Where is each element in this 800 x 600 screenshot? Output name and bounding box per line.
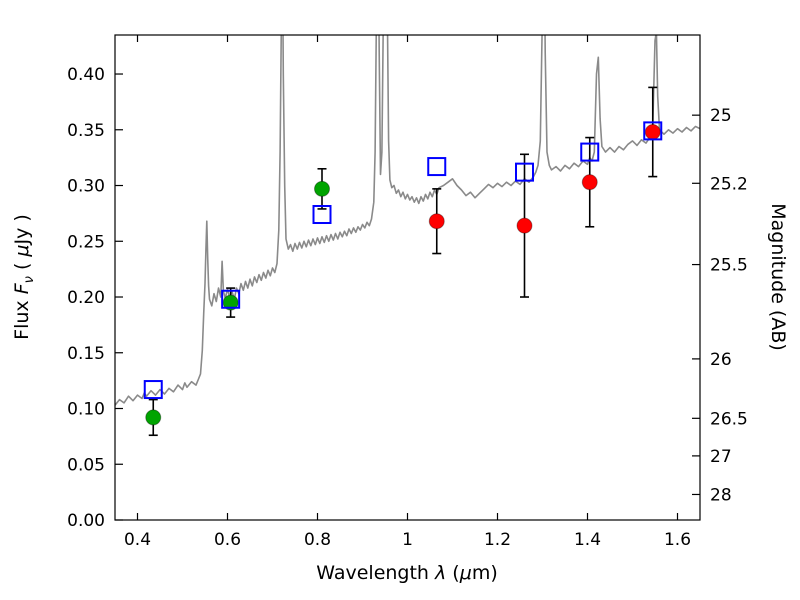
x-tick-label: 1.6 (664, 530, 691, 550)
axis-labels-layer: Wavelength λ (μm) Flux Fν ( μJy ) Magnit… (11, 203, 789, 584)
y-tick-label: 0.20 (67, 288, 105, 308)
y-axis-label: Flux Fν ( μJy ) (11, 214, 37, 340)
model-photometry-marker (312, 205, 332, 225)
axes-layer: 0.4 0.6 0.8 1 1.2 1.4 1.6 0.00 0.05 0.10 0.15 0.20 0… (67, 34, 748, 550)
red-photometry-marker (581, 174, 598, 191)
y2-tick-label: 25.2 (710, 174, 748, 194)
y-tick-label: 0.00 (67, 511, 105, 531)
green-photometry-marker (314, 180, 330, 197)
y2-tick-label: 26.5 (710, 409, 748, 429)
y-tick-label: 0.10 (67, 400, 105, 420)
model-photometry-marker (515, 162, 534, 182)
y-tick-label: 0.30 (67, 177, 105, 197)
model-photometry-marker (221, 289, 241, 309)
x-axis-label: Wavelength λ (μm) (316, 562, 497, 584)
y2-tick-label: 26 (710, 350, 732, 370)
red-photometry-marker (516, 217, 533, 234)
y-tick-label: 0.35 (67, 121, 105, 141)
y-tick-label: 0.05 (67, 455, 105, 475)
y2-tick-label: 28 (710, 485, 732, 505)
green-photometry-marker (145, 409, 162, 426)
model-photometry-marker (643, 121, 663, 141)
y2-axis-label: Magnitude (AB) (767, 203, 789, 351)
model-photometry-marker (427, 157, 447, 177)
model-photometry-marker (580, 142, 600, 162)
x-tick-label: 1.4 (574, 530, 601, 550)
x-tick-label: 1 (402, 530, 413, 550)
x-tick-label: 0.6 (214, 530, 241, 550)
y2-tick-label: 25 (710, 106, 732, 126)
y2-tick-label: 25.5 (710, 256, 748, 276)
y-tick-label: 0.15 (67, 344, 105, 364)
y2-tick-label: 27 (710, 447, 732, 467)
markers-layer (143, 121, 663, 426)
red-photometry-marker (644, 124, 661, 140)
y-tick-label: 0.40 (67, 65, 105, 85)
model-photometry-marker (143, 380, 163, 400)
red-photometry-marker (428, 213, 445, 230)
x-tick-label: 0.4 (124, 530, 151, 550)
plot-frame (114, 34, 701, 521)
x-tick-label: 0.8 (304, 530, 331, 550)
error-bars-layer (148, 86, 658, 437)
y-tick-label: 0.25 (67, 232, 105, 252)
model-spectrum-path (115, 35, 700, 406)
spectrum-line-layer (115, 35, 700, 406)
x-tick-label: 1.2 (484, 530, 511, 550)
